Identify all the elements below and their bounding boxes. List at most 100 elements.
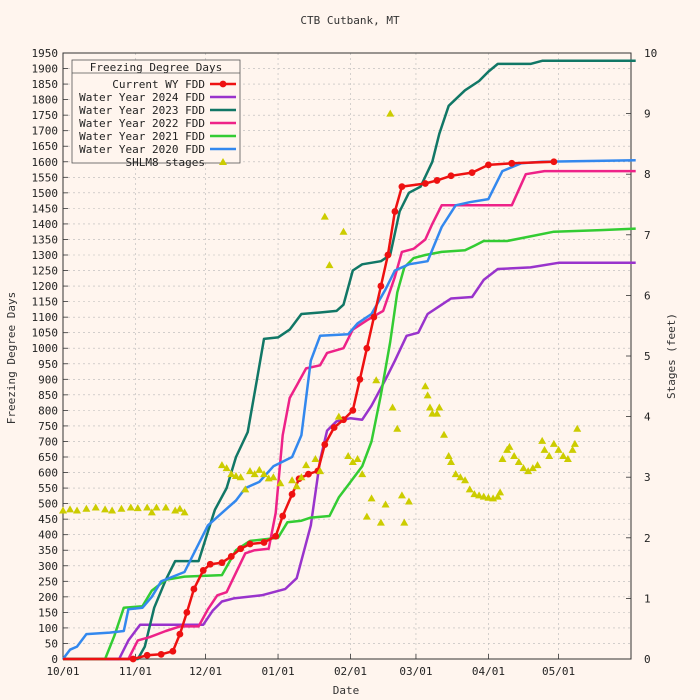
y-tick-label: 950 [38,358,58,371]
y-tick-label: 1050 [32,327,59,340]
current-wy-point [199,567,207,574]
y-tick-label: 400 [38,529,58,542]
current-wy-point [143,651,151,659]
stage-point [171,506,180,514]
current-wy-point [321,441,329,448]
current-wy-point [356,375,364,383]
x-tick-label: 04/01 [472,665,505,678]
stage-point [456,473,465,481]
stage-point [217,461,226,469]
series-line-4 [63,227,636,661]
current-wy-point [246,540,254,548]
current-wy-point [370,313,378,321]
current-wy-point [433,177,441,184]
current-wy-point [468,169,476,177]
y-tick-label: 1500 [32,187,59,200]
stage-point [302,461,311,469]
stage-point [444,451,453,459]
y2-tick-label: 7 [644,229,651,242]
y2-tick-label: 1 [644,592,651,605]
stage-point [236,473,245,481]
x-tick-label: 03/01 [399,665,432,678]
chart-title: CTB Cutbank, MT [300,14,400,27]
stage-point [400,518,409,526]
current-wy-point [183,608,191,616]
current-wy-point [330,424,338,431]
stage-point [367,494,376,502]
current-wy-point [169,647,177,655]
stage-point [538,436,547,444]
stage-point [493,492,502,500]
stage-point [421,382,430,390]
y2-tick-label: 3 [644,471,651,484]
y-tick-label: 1200 [32,280,59,293]
y-tick-label: 1900 [32,63,59,76]
stage-point [432,409,441,417]
stage-point [393,424,402,432]
series-line-1 [63,261,636,661]
x-tick-label: 10/01 [46,665,79,678]
plot-border [62,52,632,660]
y-tick-label: 250 [38,575,58,588]
stage-point [222,464,231,472]
x-tick-label: 11/01 [119,665,152,678]
y-tick-label: 500 [38,498,58,511]
stage-point [320,212,329,220]
y-tick-label: 1150 [32,296,59,309]
current-wy-point [288,490,296,498]
y-tick-label: 1700 [32,125,59,138]
legend-title: Freezing Degree Days [90,61,222,74]
y-tick-label: 650 [38,451,58,464]
stage-point [435,403,444,411]
y-axis-label: Freezing Degree Days [5,292,18,424]
series-layer [62,59,636,663]
stage-point [386,109,395,117]
stage-point [397,491,406,499]
current-wy-point [190,585,198,593]
stage-point [479,492,488,500]
y2-tick-label: 10 [644,47,657,60]
y-tick-label: 1850 [32,78,59,91]
current-wy-point [550,158,558,166]
y-tick-label: 0 [51,653,58,666]
stage-point [126,503,135,511]
stage-point [133,504,142,512]
y-tick-label: 1600 [32,156,59,169]
current-wy-point [218,559,226,567]
current-wy-point [349,406,357,414]
y-tick-label: 600 [38,467,58,480]
x-axis-label: Date [333,684,360,697]
stage-point [465,485,474,493]
y-tick-label: 750 [38,420,58,433]
stage-point [425,403,434,411]
current-wy-point [237,545,245,553]
stage-point [297,473,306,481]
current-wy-point [391,208,399,215]
y-tick-label: 100 [38,622,58,635]
current-wy-point [398,183,406,191]
y2-tick-label: 6 [644,289,651,302]
stage-point [554,445,563,453]
stage-point [91,503,100,511]
current-wy-point [305,470,312,478]
stage-point [161,503,170,511]
stage-point [245,467,254,475]
x-tick-label: 02/01 [334,665,367,678]
stage-point [423,391,432,399]
current-wy-point [206,560,214,568]
stage-point [519,464,528,472]
series-line-5 [62,158,636,660]
current-wy-point [157,650,165,658]
y-tick-label: 350 [38,544,58,557]
stage-point [376,518,385,526]
y-tick-label: 800 [38,404,58,417]
legend-box [71,59,241,164]
stage-point [505,442,514,450]
stage-point [362,512,371,520]
stage-point [117,504,126,512]
stage-point [339,227,348,235]
y2-tick-label: 2 [644,532,651,545]
stage-point [82,504,91,512]
